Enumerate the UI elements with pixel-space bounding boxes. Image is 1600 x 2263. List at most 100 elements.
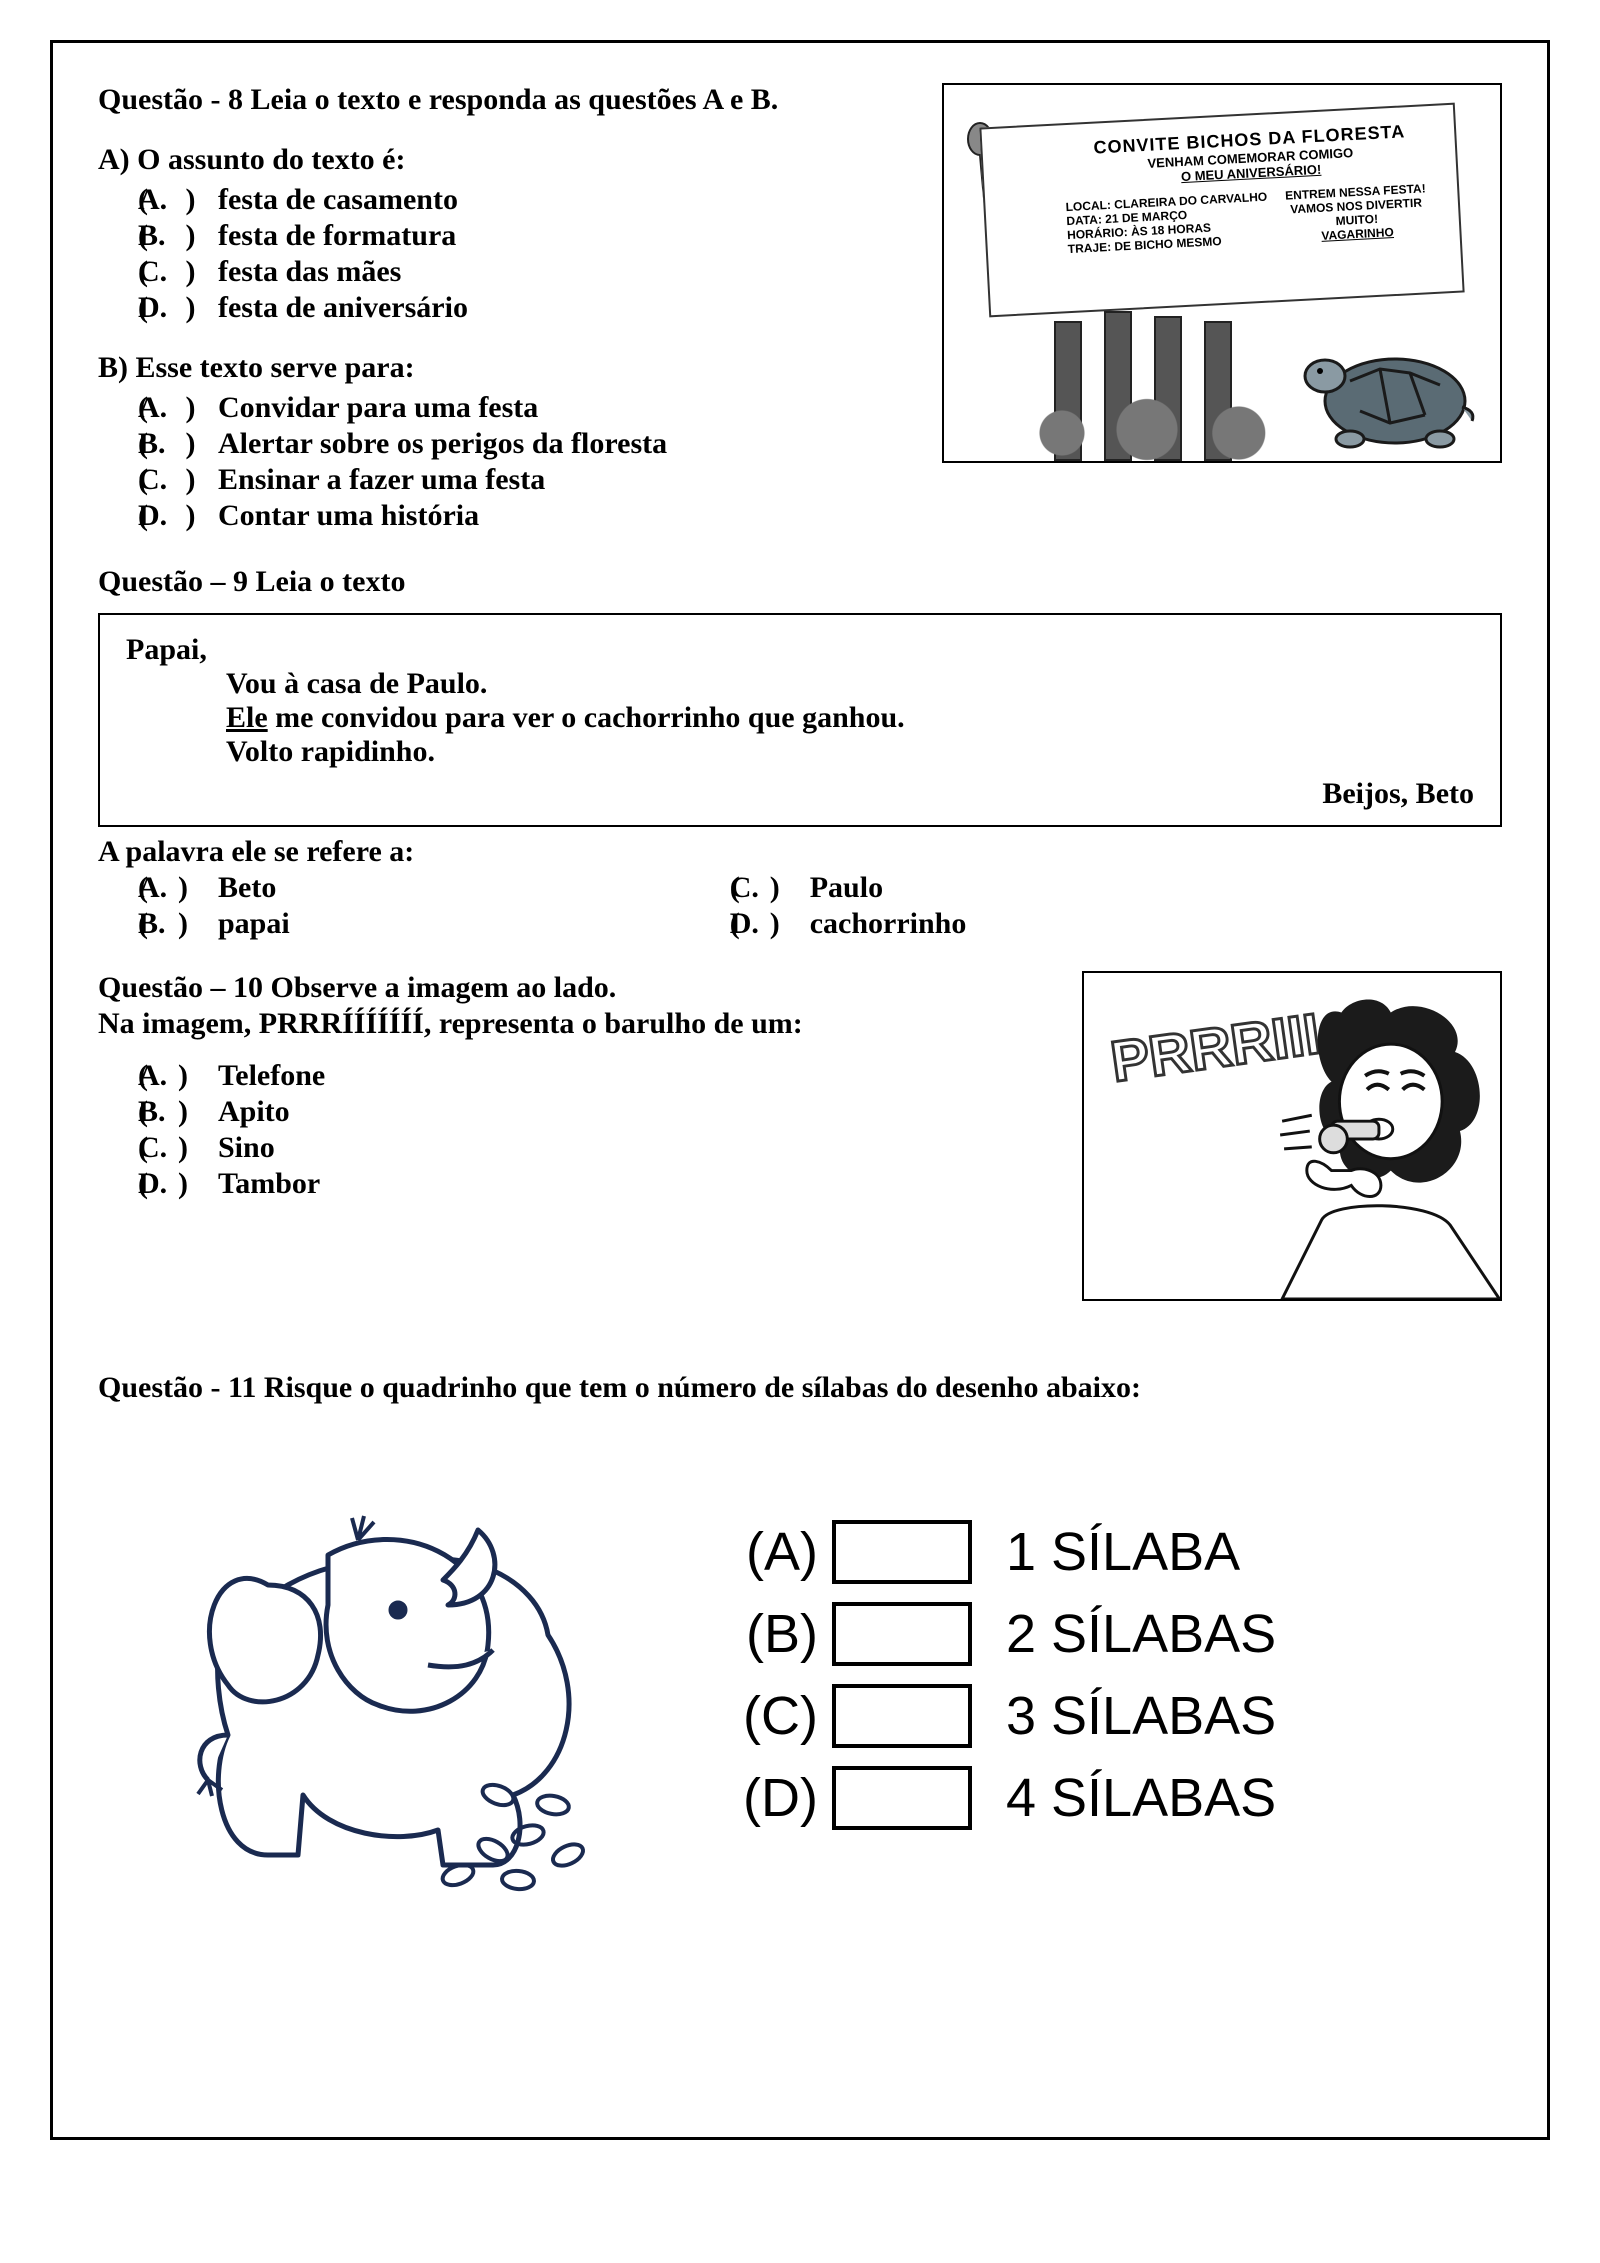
note-sign: Beijos, Beto <box>126 777 1474 811</box>
opt-text: papai <box>218 907 290 941</box>
q8-A-option-a[interactable]: A. ( ) festa de casamento <box>98 183 912 217</box>
opt-paren: ( ) <box>138 1167 218 1201</box>
note-l3: Volto rapidinho. <box>126 735 1474 769</box>
opt-letter: D. <box>98 1167 138 1201</box>
opt-text: festa de aniversário <box>218 291 468 325</box>
opt-paren: ( ) <box>138 255 218 289</box>
big-letter: (B) <box>738 1603 818 1665</box>
opt-paren: ( ) <box>138 871 218 905</box>
q8-B-option-d[interactable]: D. ( ) Contar uma história <box>98 499 912 533</box>
q10-option-b[interactable]: B. ( ) Apito <box>98 1095 1052 1129</box>
opt-letter: C. <box>98 463 138 497</box>
opt-letter: A. <box>98 391 138 425</box>
q8-A-option-b[interactable]: B. ( ) festa de formatura <box>98 219 912 253</box>
invite-col-right: ENTREM NESSA FESTA! VAMOS NOS DIVERTIR M… <box>1285 181 1428 244</box>
opt-paren: ( ) <box>138 907 218 941</box>
opt-text: festa de formatura <box>218 219 456 253</box>
opt-text: Alertar sobre os perigos da floresta <box>218 427 667 461</box>
opt-paren: ( ) <box>138 463 218 497</box>
q9-option-d[interactable]: D. ( ) cachorrinho <box>690 907 967 941</box>
opt-text: Telefone <box>218 1059 325 1093</box>
q10-option-a[interactable]: A. ( ) Telefone <box>98 1059 1052 1093</box>
opt-paren: ( ) <box>730 871 810 905</box>
opt-text: Beto <box>218 871 276 905</box>
q9-ref-label: A palavra ele se refere a: <box>98 835 1502 869</box>
opt-paren: ( ) <box>138 427 218 461</box>
opt-paren: ( ) <box>730 907 810 941</box>
q9-option-c[interactable]: C. ( ) Paulo <box>690 871 967 905</box>
opt-letter: B. <box>98 427 138 461</box>
checkbox[interactable] <box>832 1684 972 1748</box>
q8-A-option-d[interactable]: D. ( ) festa de aniversário <box>98 291 912 325</box>
q10-option-d[interactable]: D. ( ) Tambor <box>98 1167 1052 1201</box>
opt-paren: ( ) <box>138 219 218 253</box>
q9-option-a[interactable]: A. ( ) Beto <box>98 871 290 905</box>
opt-paren: ( ) <box>138 183 218 217</box>
opt-letter: A. <box>98 871 138 905</box>
opt-text: Tambor <box>218 1167 320 1201</box>
opt-paren: ( ) <box>138 499 218 533</box>
opt-paren: ( ) <box>138 1059 218 1093</box>
q9-note-box: Papai, Vou à casa de Paulo. Ele me convi… <box>98 613 1502 827</box>
opt-paren: ( ) <box>138 1131 218 1165</box>
invite-col-left: LOCAL: CLAREIRA DO CARVALHO DATA: 21 DE … <box>1065 190 1269 256</box>
big-letter: (C) <box>738 1685 818 1747</box>
opt-letter: D. <box>98 499 138 533</box>
q8-A-option-c[interactable]: C. ( ) festa das mães <box>98 255 912 289</box>
q8-title: Questão - 8 Leia o texto e responda as q… <box>98 83 912 117</box>
big-letter: (D) <box>738 1767 818 1829</box>
q8-partA-label: A) O assunto do texto é: <box>98 143 912 177</box>
syl-label: 3 SÍLABAS <box>986 1685 1276 1747</box>
opt-text: festa de casamento <box>218 183 458 217</box>
opt-letter: D. <box>690 907 730 941</box>
syl-label: 1 SÍLABA <box>986 1521 1240 1583</box>
syl-label: 4 SÍLABAS <box>986 1767 1276 1829</box>
invite-sign: CONVITE BICHOS DA FLORESTA VENHAM COMEMO… <box>979 103 1464 318</box>
q9-title: Questão – 9 Leia o texto <box>98 565 1502 599</box>
q8-B-option-a[interactable]: A. ( ) Convidar para uma festa <box>98 391 912 425</box>
q8-partB-label: B) Esse texto serve para: <box>98 351 912 385</box>
bushes-icon <box>994 391 1334 461</box>
opt-paren: ( ) <box>138 1095 218 1129</box>
q10-option-c[interactable]: C. ( ) Sino <box>98 1131 1052 1165</box>
opt-paren: ( ) <box>138 291 218 325</box>
opt-text: Ensinar a fazer uma festa <box>218 463 545 497</box>
turtle-icon <box>1290 311 1480 451</box>
big-letter: (A) <box>738 1521 818 1583</box>
opt-text: cachorrinho <box>810 907 967 941</box>
q11-option-a[interactable]: (A) 1 SÍLABA <box>738 1520 1502 1584</box>
note-l1: Vou à casa de Paulo. <box>126 667 1474 701</box>
q11-option-d[interactable]: (D) 4 SÍLABAS <box>738 1766 1502 1830</box>
opt-paren: ( ) <box>138 391 218 425</box>
checkbox[interactable] <box>832 1766 972 1830</box>
opt-text: Contar uma história <box>218 499 479 533</box>
invite-illustration: CONVITE BICHOS DA FLORESTA VENHAM COMEMO… <box>942 83 1502 463</box>
opt-letter: B. <box>98 1095 138 1129</box>
sound-text: PRRRIII <box>1107 1002 1324 1095</box>
opt-letter: C. <box>98 1131 138 1165</box>
q8-B-option-c[interactable]: C. ( ) Ensinar a fazer uma festa <box>98 463 912 497</box>
note-underlined-word: Ele <box>226 701 268 734</box>
q10-title-l2: Na imagem, PRRRÍÍÍÍÍÍÍ, representa o bar… <box>98 1007 1052 1041</box>
checkbox[interactable] <box>832 1520 972 1584</box>
opt-letter: C. <box>98 255 138 289</box>
opt-text: Paulo <box>810 871 883 905</box>
q11-option-c[interactable]: (C) 3 SÍLABAS <box>738 1684 1502 1748</box>
q9-option-b[interactable]: B. ( ) papai <box>98 907 290 941</box>
opt-letter: B. <box>98 907 138 941</box>
whistle-illustration: PRRRIII <box>1082 971 1502 1301</box>
elephant-illustration <box>98 1435 698 1915</box>
opt-text: festa das mães <box>218 255 401 289</box>
opt-text: Apito <box>218 1095 290 1129</box>
syl-label: 2 SÍLABAS <box>986 1603 1276 1665</box>
opt-letter: A. <box>98 183 138 217</box>
opt-letter: D. <box>98 291 138 325</box>
checkbox[interactable] <box>832 1602 972 1666</box>
q11-option-b[interactable]: (B) 2 SÍLABAS <box>738 1602 1502 1666</box>
opt-text: Convidar para uma festa <box>218 391 538 425</box>
opt-letter: A. <box>98 1059 138 1093</box>
note-l2: Ele me convidou para ver o cachorrinho q… <box>126 701 1474 735</box>
opt-letter: C. <box>690 871 730 905</box>
opt-letter: B. <box>98 219 138 253</box>
q8-B-option-b[interactable]: B. ( ) Alertar sobre os perigos da flore… <box>98 427 912 461</box>
